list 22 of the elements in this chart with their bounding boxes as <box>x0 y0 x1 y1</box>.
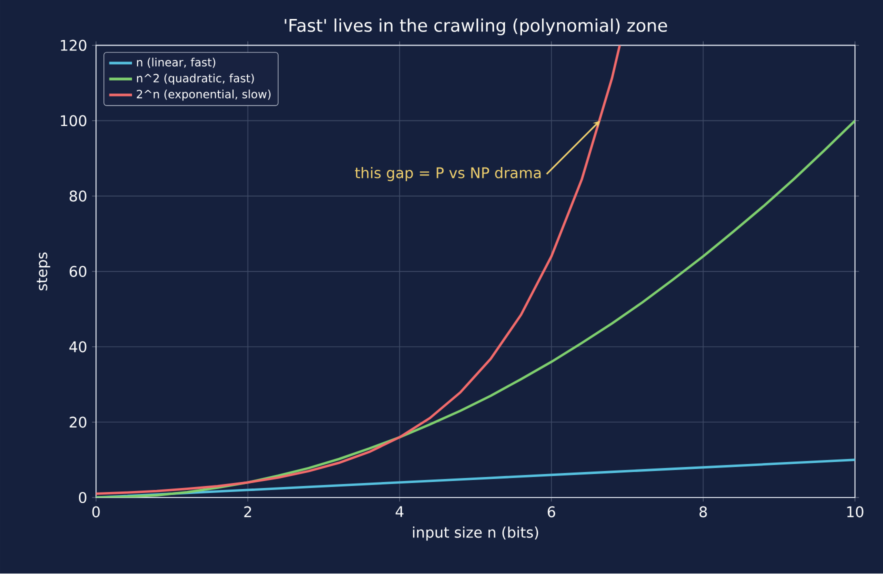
x-tick-label: 2 <box>244 506 252 518</box>
y-tick-label: 0 <box>78 492 86 504</box>
y-tick-label: 80 <box>70 190 86 202</box>
x-tick-label: 4 <box>396 506 404 518</box>
x-tick-label: 0 <box>92 506 100 518</box>
y-tick-label: 20 <box>70 416 86 428</box>
line-series <box>96 120 855 498</box>
x-tick-label: 6 <box>548 506 556 518</box>
y-tick-label: 120 <box>60 40 86 52</box>
y-tick-label: 40 <box>69 341 86 353</box>
legend-label: n (linear, fast) <box>137 58 216 68</box>
y-tick-label: 60 <box>70 266 86 278</box>
y-tick-label: 100 <box>60 115 86 126</box>
legend-label: n^2 (quadratic, fast) <box>137 74 254 85</box>
annotation: this gap = P vs NP drama <box>355 167 541 182</box>
x-tick-label: 10 <box>847 506 864 518</box>
legend-label: 2^n (exponential, slow) <box>136 90 271 101</box>
y-axis-title: steps <box>36 252 50 291</box>
x-tick-label: 8 <box>700 506 707 518</box>
x-axis-title: input size n (bits) <box>413 526 538 541</box>
chart-title: 'Fast' lives in the crawling (polynomial) zone <box>284 18 668 36</box>
line-series <box>96 46 621 496</box>
